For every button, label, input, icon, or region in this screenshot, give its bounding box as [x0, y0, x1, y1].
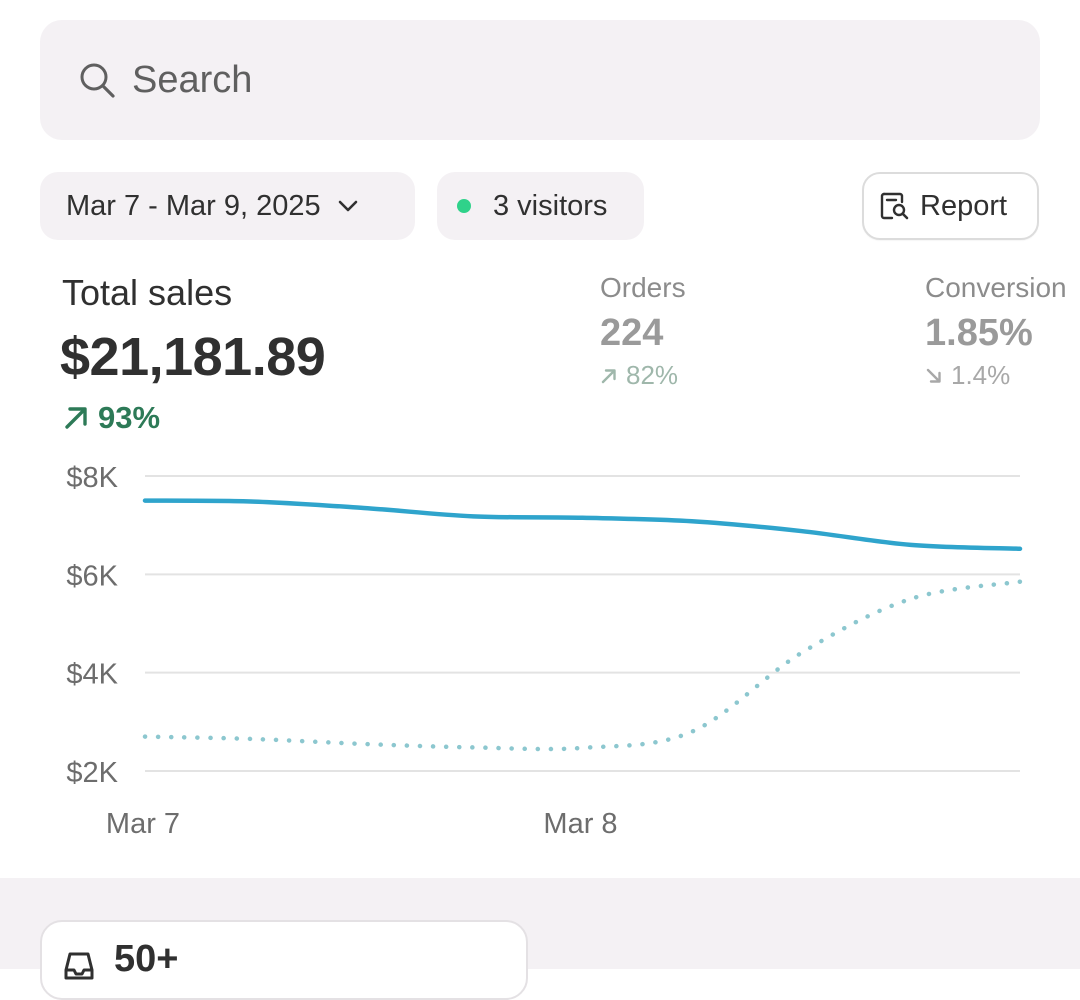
chevron-down-icon — [338, 200, 357, 212]
current-series-line — [142, 498, 1023, 552]
y-tick-label: $8K — [66, 462, 118, 494]
y-tick-label: $4K — [66, 659, 118, 691]
y-tick-label: $2K — [66, 757, 118, 789]
summary-card[interactable]: 50+ — [40, 920, 528, 1000]
visitors-label: 3 visitors — [493, 189, 608, 222]
conversion-delta-value: 1.4% — [951, 360, 1011, 390]
summary-card-value: 50+ — [114, 938, 179, 980]
x-tick-label: Mar 7 — [106, 808, 180, 840]
conversion-value: 1.85% — [925, 312, 1033, 354]
report-label: Report — [920, 189, 1008, 222]
total-sales-value: $21,181.89 — [60, 327, 326, 387]
arrow-down-right-icon — [926, 368, 941, 383]
arrow-up-right-icon — [601, 368, 616, 383]
report-search-icon — [880, 192, 909, 220]
conversion-delta: 1.4% — [925, 360, 1010, 391]
y-tick-label: $6K — [66, 560, 118, 592]
conversion-label: Conversion — [925, 272, 1067, 303]
sales-line-chart: $8K $6K $4K $2K Mar 7 Mar 8 — [66, 462, 1023, 840]
orders-value: 224 — [600, 312, 664, 354]
total-sales-delta-value: 93% — [98, 400, 161, 435]
arrow-up-right-icon — [65, 407, 87, 429]
report-button[interactable]: Report — [862, 172, 1039, 240]
search-icon — [80, 63, 115, 98]
orders-delta-value: 82% — [626, 360, 679, 390]
date-range-selector[interactable]: Mar 7 - Mar 9, 2025 — [40, 172, 415, 240]
orders-label: Orders — [600, 272, 686, 303]
comparison-series-line — [142, 579, 1023, 752]
orders-delta: 82% — [600, 360, 678, 391]
date-range-label: Mar 7 - Mar 9, 2025 — [66, 189, 321, 222]
search-input[interactable]: Search — [132, 58, 253, 101]
total-sales-label: Total sales — [62, 272, 233, 313]
live-visitors-button[interactable]: 3 visitors — [437, 172, 644, 240]
x-tick-label: Mar 8 — [543, 808, 617, 840]
inbox-icon — [64, 952, 94, 980]
search-bar[interactable]: Search — [40, 20, 1040, 140]
total-sales-delta: 93% — [62, 400, 160, 436]
live-dot-icon — [457, 199, 471, 213]
